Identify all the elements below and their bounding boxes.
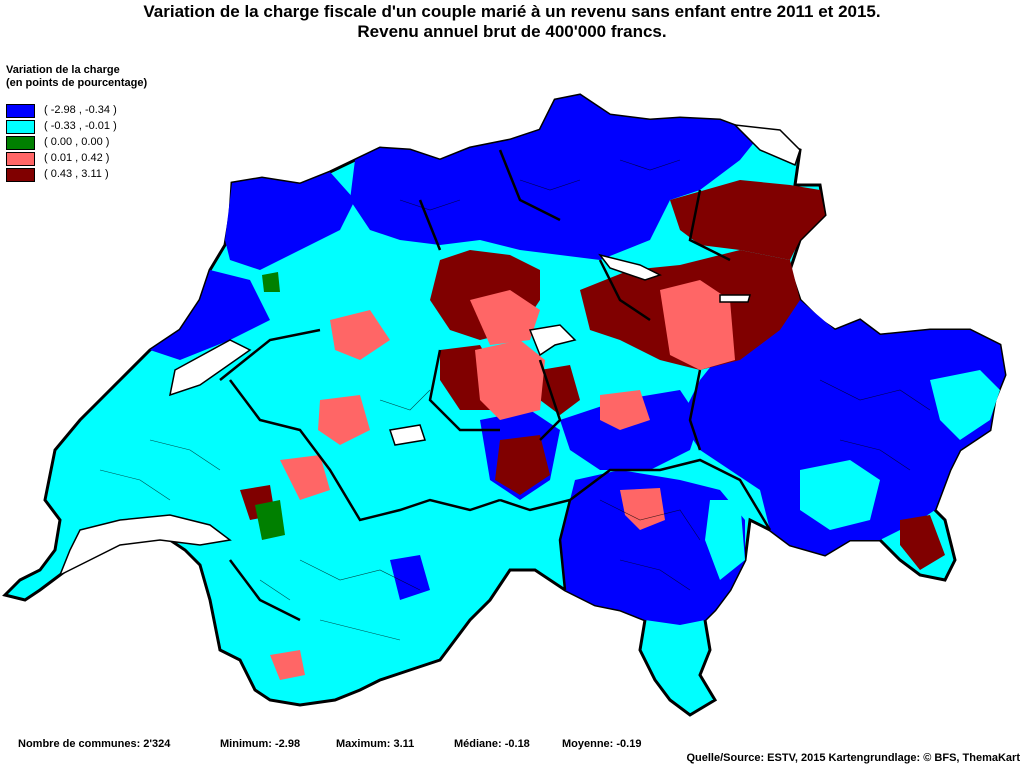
lake-thun xyxy=(389,424,426,446)
legend-list: ( -2.98 , -0.34 ) ( -0.33 , -0.01 ) ( 0.00… xyxy=(6,104,147,184)
legend-item: ( 0.00 , 0.00 ) xyxy=(6,136,147,152)
region-darkred-obwalden xyxy=(540,365,580,415)
commune-borders xyxy=(99,159,931,641)
region-salmon-aargau xyxy=(470,290,540,345)
lake-neuchatel xyxy=(169,339,252,397)
legend-item: ( 0.43 , 3.11 ) xyxy=(6,168,147,184)
region-salmon-valais xyxy=(270,650,305,680)
legend-swatch xyxy=(6,168,35,182)
map-title-line2: Revenu annuel brut de 400'000 francs. xyxy=(357,22,667,41)
stat-communes: Nombre de communes: 2'324 xyxy=(18,738,171,750)
region-blue-central xyxy=(560,390,700,470)
region-salmon-fribourg xyxy=(280,455,330,500)
legend-swatch xyxy=(6,104,35,118)
stat-mean: Moyenne: -0.19 xyxy=(562,738,642,750)
legend: Variation de la charge (en points de pou… xyxy=(6,64,147,184)
region-blue-north xyxy=(350,95,760,260)
region-salmon-bern xyxy=(318,395,370,445)
legend-label: ( 0.43 , 3.11 ) xyxy=(44,168,109,180)
map-title: Variation de la charge fiscale d'un coup… xyxy=(0,2,1024,42)
legend-label: ( 0.00 , 0.00 ) xyxy=(44,136,110,148)
region-salmon-lucerne xyxy=(475,340,545,420)
region-salmon-zug xyxy=(660,280,735,370)
legend-label: ( -0.33 , -0.01 ) xyxy=(44,120,117,132)
region-darkred-stgallen xyxy=(670,180,825,260)
lake-zurich xyxy=(598,253,662,281)
region-darkred-gr-east xyxy=(900,515,945,570)
legend-item: ( -2.98 , -0.34 ) xyxy=(6,104,147,120)
region-green-vaud xyxy=(255,500,285,540)
region-salmon-ticino xyxy=(620,488,665,530)
legend-title-line1: Variation de la charge xyxy=(6,64,120,76)
stat-maximum: Maximum: 3.11 xyxy=(336,738,415,750)
source-credit: Quelle/Source: ESTV, 2015 Kartengrundlag… xyxy=(686,752,1020,764)
region-darkred-glarus xyxy=(495,435,550,495)
lake-geneva xyxy=(58,514,232,577)
lake-lucerne xyxy=(528,324,577,357)
region-salmon-solothurn xyxy=(330,310,390,360)
legend-title: Variation de la charge (en points de pou… xyxy=(6,64,147,90)
canton-borders xyxy=(219,149,772,622)
lake-constance xyxy=(732,124,801,167)
legend-swatch xyxy=(6,120,35,134)
map-title-line1: Variation de la charge fiscale d'un coup… xyxy=(143,2,881,21)
legend-swatch xyxy=(6,152,35,166)
legend-label: ( -2.98 , -0.34 ) xyxy=(44,104,117,116)
stat-minimum: Minimum: -2.98 xyxy=(220,738,301,750)
legend-title-line2: (en points de pourcentage) xyxy=(6,77,148,89)
legend-item: ( 0.01 , 0.42 ) xyxy=(6,152,147,168)
region-salmon-schwyz xyxy=(600,390,650,430)
region-blue-vaud-west xyxy=(150,270,270,360)
region-cyan-ticino-south xyxy=(705,500,745,580)
region-cyan-engadin xyxy=(930,370,1000,440)
legend-swatch xyxy=(6,136,35,150)
region-blue-graubunden xyxy=(680,300,1005,555)
region-blue-jura xyxy=(225,172,355,270)
lake-walen xyxy=(719,294,751,303)
legend-label: ( 0.01 , 0.42 ) xyxy=(44,152,110,164)
region-blue-valais-spot xyxy=(390,555,430,600)
region-blue-ticino xyxy=(560,470,745,625)
region-cyan-gr xyxy=(800,460,880,530)
region-green-jura xyxy=(262,272,280,292)
stat-median: Médiane: -0.18 xyxy=(454,738,530,750)
legend-item: ( -0.33 , -0.01 ) xyxy=(6,120,147,136)
